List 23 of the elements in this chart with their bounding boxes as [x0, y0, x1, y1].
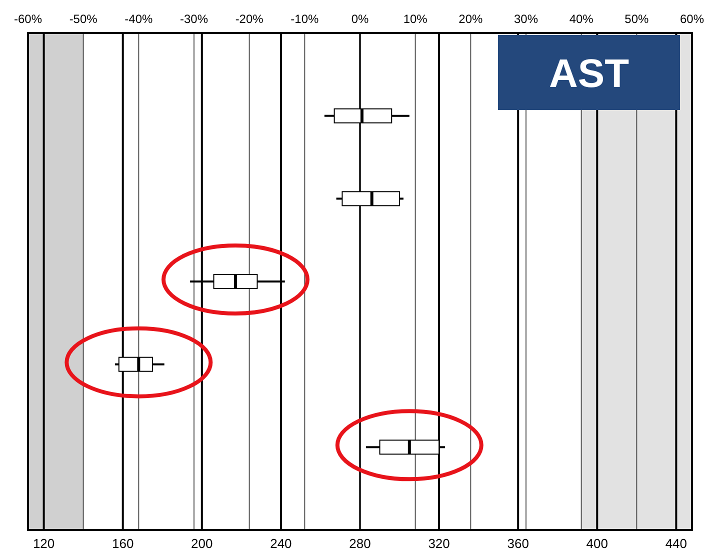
x-tick-label: 400 [586, 536, 608, 551]
x2-tick-label: -20% [235, 12, 264, 26]
x2-tick-label: -60% [14, 12, 42, 26]
x2-tick-label: -40% [124, 12, 154, 26]
x-tick-label: 280 [349, 536, 371, 551]
x-tick-label: 240 [270, 536, 292, 551]
x2-tick-label: 0% [351, 12, 369, 26]
x-tick-label: 120 [32, 536, 55, 551]
x-tick-label: 360 [507, 536, 529, 551]
x2-tick-label: 10% [403, 12, 428, 26]
x2-tick-label: -30% [180, 12, 208, 26]
x2-tick-label: 50% [624, 12, 649, 26]
x-tick-label: 160 [112, 536, 134, 551]
x2-tick-label: -10% [290, 12, 320, 26]
x-tick-label: 440 [665, 536, 688, 551]
x2-tick-label: 20% [458, 12, 483, 26]
x2-tick-label: 30% [514, 12, 538, 26]
x2-tick-label: 40% [569, 12, 594, 26]
x-tick-label: 320 [428, 536, 450, 551]
x2-tick-label: -50% [69, 12, 98, 26]
x-tick-label: 200 [191, 536, 213, 551]
x2-tick-label: 60% [680, 12, 704, 26]
text: AST [549, 52, 629, 96]
